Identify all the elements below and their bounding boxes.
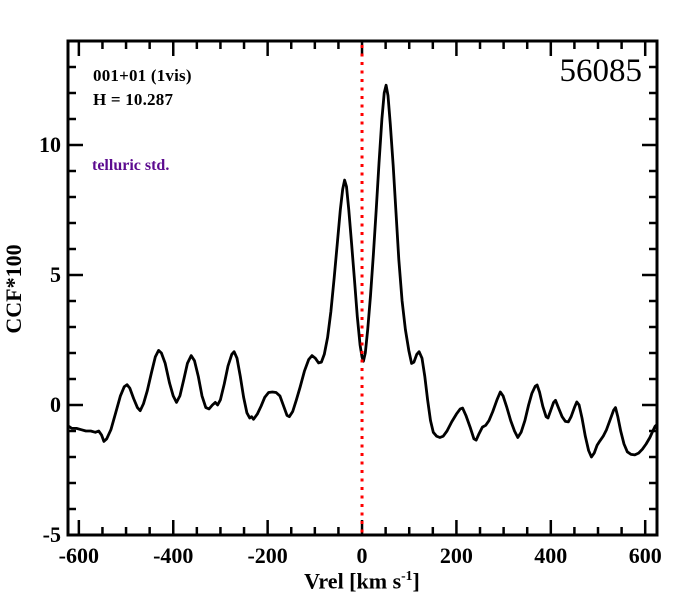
y-tick-label: 5: [50, 262, 61, 287]
x-tick-label: -200: [247, 543, 288, 568]
x-tick-label: 600: [628, 543, 662, 568]
x-tick-label: 0: [356, 543, 368, 568]
x-axis-label-superscript: -1: [401, 568, 413, 583]
x-tick-label: 400: [534, 543, 568, 568]
y-tick-label: 10: [39, 132, 61, 157]
mjd-title: 56085: [559, 53, 643, 89]
plot-frame: [66, 39, 659, 537]
x-tick-label: 200: [439, 543, 473, 568]
x-tick-label: -600: [58, 543, 100, 568]
x-axis-label-text: Vrel [km s: [304, 568, 402, 594]
x-axis-label: Vrel [km s-1]: [304, 568, 420, 594]
x-tick-label: -400: [153, 543, 194, 568]
ccf-curve: [66, 83, 659, 459]
y-tick-label: 0: [50, 392, 61, 417]
y-axis-label: CCF*100: [1, 244, 26, 334]
x-axis-label-bracket: ]: [412, 568, 420, 594]
y-tick-label: -5: [42, 522, 61, 547]
h-magnitude-label: H = 10.287: [93, 90, 174, 109]
telluric-std-label: telluric std.: [92, 157, 170, 174]
field-visit-label: 001+01 (1vis): [93, 66, 192, 85]
